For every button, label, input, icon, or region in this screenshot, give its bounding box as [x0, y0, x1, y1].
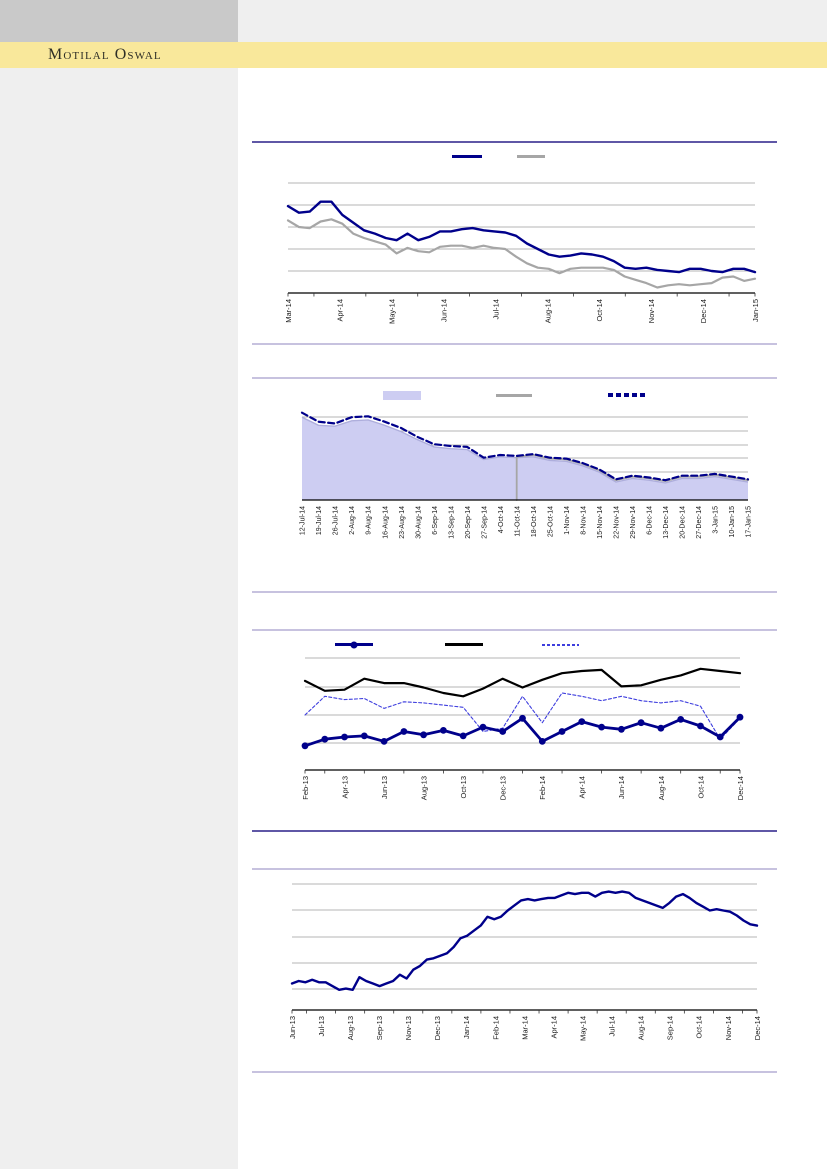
separator-line — [252, 343, 777, 345]
separator-line — [252, 629, 777, 631]
chart2-legend-swatch-dashed — [608, 393, 646, 397]
header-top-strip — [238, 0, 827, 42]
svg-text:23-Aug-14: 23-Aug-14 — [399, 506, 406, 539]
svg-text:Nov-13: Nov-13 — [404, 1016, 413, 1040]
chart1-legend-swatch-navy — [452, 155, 482, 158]
svg-text:15-Nov-14: 15-Nov-14 — [597, 506, 604, 539]
svg-text:Dec-14: Dec-14 — [753, 1016, 762, 1040]
svg-text:Sep-14: Sep-14 — [666, 1016, 675, 1040]
svg-text:26-Jul-14: 26-Jul-14 — [333, 506, 340, 535]
chart3-legend-swatch-navy-marker — [335, 641, 373, 648]
svg-text:Feb-13: Feb-13 — [301, 776, 310, 800]
separator-line — [252, 141, 777, 143]
svg-text:20-Dec-14: 20-Dec-14 — [680, 506, 687, 539]
brand-logo-text: Motilal Oswal — [48, 46, 162, 63]
chart2-legend-swatch-area — [383, 391, 421, 400]
svg-text:Jan-14: Jan-14 — [462, 1016, 471, 1039]
left-sidebar — [0, 68, 238, 1169]
svg-text:Mar-14: Mar-14 — [520, 1016, 529, 1040]
svg-text:Apr-14: Apr-14 — [549, 1016, 558, 1039]
svg-text:Aug-13: Aug-13 — [346, 1016, 355, 1040]
svg-text:Jun-13: Jun-13 — [288, 1016, 297, 1039]
svg-text:6-Dec-14: 6-Dec-14 — [647, 506, 654, 535]
chart1-plot: Mar-14 Apr-14 May-14 Jun-14 Jul-14 Aug-14 Oct-… — [284, 182, 760, 324]
svg-text:Dec-14: Dec-14 — [736, 776, 745, 800]
svg-text:8-Nov-14: 8-Nov-14 — [580, 506, 587, 535]
chart4-plot: Jun-13 Jul-13 Aug-13 Sep-13 Nov-13 Dec-13 Jan-… — [288, 883, 762, 1041]
svg-text:Jul-14: Jul-14 — [608, 1016, 617, 1036]
separator-line — [252, 591, 777, 593]
separator-line — [252, 1071, 777, 1073]
svg-text:6-Sep-14: 6-Sep-14 — [432, 506, 439, 535]
svg-text:Feb-14: Feb-14 — [538, 776, 547, 800]
header-gray-block — [0, 0, 238, 42]
brand-band: Motilal Oswal — [0, 42, 827, 68]
svg-text:29-Nov-14: 29-Nov-14 — [630, 506, 637, 539]
svg-text:Dec-13: Dec-13 — [433, 1016, 442, 1040]
separator-line — [252, 868, 777, 870]
svg-text:Jun-14: Jun-14 — [617, 776, 626, 799]
svg-text:22-Nov-14: 22-Nov-14 — [614, 506, 621, 539]
svg-text:16-Aug-14: 16-Aug-14 — [382, 506, 389, 539]
svg-text:19-Jul-14: 19-Jul-14 — [316, 506, 323, 535]
chart3-legend-swatch-dashed — [542, 644, 579, 646]
svg-text:17-Jan-15: 17-Jan-15 — [746, 506, 753, 538]
svg-text:May-14: May-14 — [578, 1016, 587, 1041]
svg-text:1-Nov-14: 1-Nov-14 — [564, 506, 571, 535]
svg-text:May-14: May-14 — [388, 299, 397, 324]
svg-text:27-Dec-14: 27-Dec-14 — [696, 506, 703, 539]
svg-text:Feb-14: Feb-14 — [491, 1016, 500, 1040]
svg-text:Apr-13: Apr-13 — [340, 776, 349, 799]
svg-text:12-Jul-14: 12-Jul-14 — [300, 506, 307, 535]
chart3-legend-swatch-black — [445, 643, 483, 646]
svg-text:3-Jan-15: 3-Jan-15 — [713, 506, 720, 534]
svg-text:11-Oct-14: 11-Oct-14 — [514, 506, 521, 537]
chart3-plot: Feb-13 Apr-13 Jun-13 Aug-13 Oct-13 Dec-13 Feb-… — [301, 657, 745, 800]
svg-text:25-Oct-14: 25-Oct-14 — [547, 506, 554, 537]
svg-text:Aug-14: Aug-14 — [543, 299, 552, 323]
svg-text:27-Sep-14: 27-Sep-14 — [481, 506, 488, 539]
svg-text:Jul-14: Jul-14 — [491, 299, 500, 319]
svg-text:Jan-15: Jan-15 — [751, 299, 760, 322]
svg-text:Jun-13: Jun-13 — [380, 776, 389, 799]
separator-line — [252, 830, 777, 832]
svg-text:Oct-14: Oct-14 — [695, 1016, 704, 1039]
separator-line — [252, 377, 777, 379]
svg-text:Jul-13: Jul-13 — [317, 1016, 326, 1036]
svg-text:Aug-14: Aug-14 — [637, 1016, 646, 1040]
svg-text:9-Aug-14: 9-Aug-14 — [366, 506, 373, 535]
svg-text:Dec-14: Dec-14 — [699, 299, 708, 323]
svg-text:Oct-14: Oct-14 — [696, 776, 705, 799]
chart2-legend-swatch-gray — [496, 394, 532, 397]
svg-text:Sep-13: Sep-13 — [375, 1016, 384, 1040]
svg-text:Oct-14: Oct-14 — [595, 299, 604, 322]
svg-text:Aug-14: Aug-14 — [657, 776, 666, 800]
svg-text:Aug-13: Aug-13 — [419, 776, 428, 800]
svg-text:Dec-13: Dec-13 — [499, 776, 508, 800]
svg-text:20-Sep-14: 20-Sep-14 — [465, 506, 472, 539]
svg-text:Oct-13: Oct-13 — [459, 776, 468, 799]
legend-marker-dot — [350, 641, 358, 648]
svg-text:Jun-14: Jun-14 — [440, 299, 449, 322]
svg-text:Apr-14: Apr-14 — [578, 776, 587, 799]
chart1-legend-swatch-gray — [517, 155, 545, 158]
svg-text:10-Jan-15: 10-Jan-15 — [729, 506, 736, 538]
svg-text:4-Oct-14: 4-Oct-14 — [498, 506, 505, 533]
svg-text:2-Aug-14: 2-Aug-14 — [349, 506, 356, 535]
svg-text:Nov-14: Nov-14 — [647, 299, 656, 323]
svg-text:30-Aug-14: 30-Aug-14 — [415, 506, 422, 539]
chart2-plot: 12-Jul-14 19-Jul-14 26-Jul-14 2-Aug-14 9-Aug… — [300, 411, 753, 539]
svg-text:Mar-14: Mar-14 — [284, 299, 293, 323]
svg-text:13-Dec-14: 13-Dec-14 — [663, 506, 670, 539]
svg-text:Nov-14: Nov-14 — [724, 1016, 733, 1040]
svg-text:Apr-14: Apr-14 — [336, 299, 345, 322]
svg-text:18-Oct-14: 18-Oct-14 — [531, 506, 538, 537]
svg-text:13-Sep-14: 13-Sep-14 — [448, 506, 455, 539]
